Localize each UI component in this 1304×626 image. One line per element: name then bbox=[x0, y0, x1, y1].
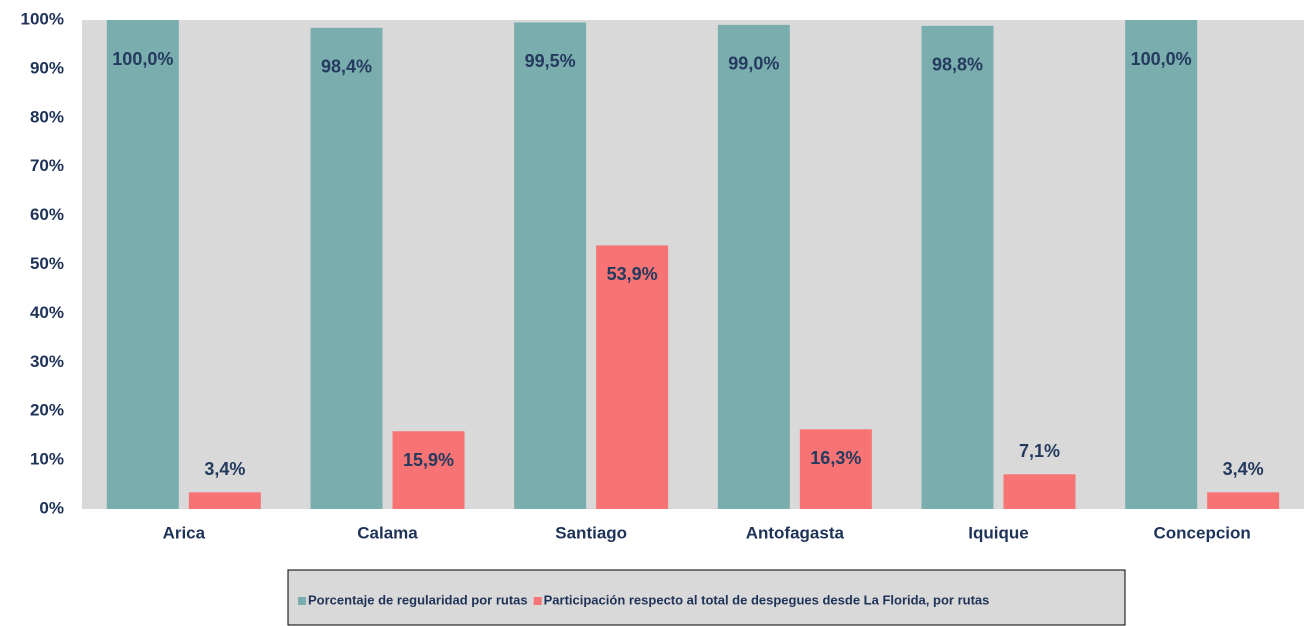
y-tick-label: 0% bbox=[39, 498, 64, 517]
y-tick-label: 80% bbox=[30, 107, 64, 126]
data-label: 7,1% bbox=[1019, 441, 1060, 461]
data-label: 3,4% bbox=[204, 459, 245, 479]
data-label: 99,0% bbox=[728, 54, 779, 74]
legend-label: Porcentaje de regularidad por rutas bbox=[308, 592, 528, 607]
bar bbox=[188, 492, 261, 509]
bar bbox=[1207, 492, 1280, 509]
y-tick-label: 60% bbox=[30, 205, 64, 224]
data-label: 98,8% bbox=[932, 55, 983, 75]
data-label: 99,5% bbox=[525, 51, 576, 71]
y-tick-label: 20% bbox=[30, 401, 64, 420]
y-tick-label: 100% bbox=[21, 9, 64, 28]
bar bbox=[106, 20, 179, 509]
data-label: 100,0% bbox=[112, 49, 173, 69]
data-label: 15,9% bbox=[403, 450, 454, 470]
data-label: 100,0% bbox=[1131, 49, 1192, 69]
data-label: 98,4% bbox=[321, 57, 372, 77]
x-tick-label: Iquique bbox=[968, 523, 1028, 542]
legend-swatch bbox=[533, 597, 542, 605]
bar bbox=[596, 245, 669, 509]
data-label: 16,3% bbox=[810, 448, 861, 468]
plot-area bbox=[82, 20, 1304, 509]
legend-label: Participación respecto al total de despe… bbox=[544, 592, 990, 607]
legend-swatch bbox=[298, 597, 306, 605]
bar bbox=[1003, 474, 1076, 509]
data-label: 3,4% bbox=[1223, 459, 1264, 479]
y-tick-label: 50% bbox=[30, 254, 64, 273]
bar bbox=[717, 24, 790, 509]
legend bbox=[287, 569, 1126, 626]
data-label: 53,9% bbox=[607, 264, 658, 284]
y-tick-label: 70% bbox=[30, 156, 64, 175]
y-tick-label: 10% bbox=[30, 450, 64, 469]
bar bbox=[514, 22, 587, 509]
x-tick-label: Santiago bbox=[555, 523, 627, 542]
x-tick-label: Concepcion bbox=[1154, 523, 1251, 542]
bar bbox=[799, 429, 872, 509]
y-tick-label: 90% bbox=[30, 58, 64, 77]
bar bbox=[392, 431, 465, 509]
bar bbox=[921, 25, 994, 509]
x-tick-label: Calama bbox=[357, 523, 418, 542]
y-tick-label: 30% bbox=[30, 352, 64, 371]
y-tick-label: 40% bbox=[30, 303, 64, 322]
x-tick-label: Antofagasta bbox=[746, 523, 845, 542]
bar bbox=[1125, 20, 1198, 509]
x-tick-label: Arica bbox=[163, 523, 206, 542]
bar bbox=[310, 27, 383, 509]
